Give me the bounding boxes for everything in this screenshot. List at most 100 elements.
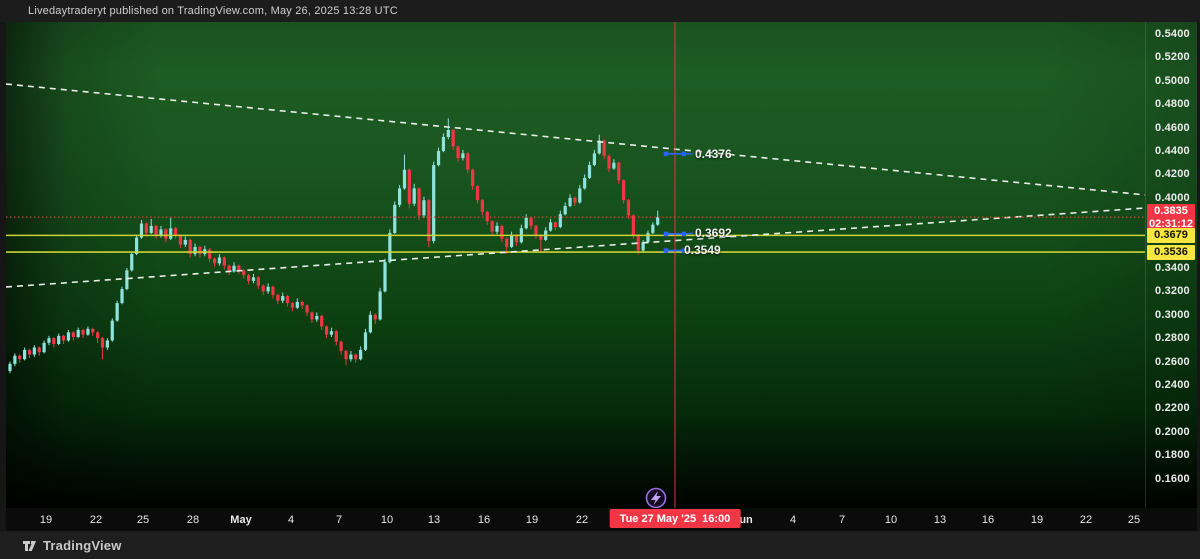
candle-body — [183, 239, 187, 245]
candle-body — [285, 296, 290, 304]
x-axis-tick: May — [230, 513, 252, 526]
left-edge-strip — [0, 22, 6, 531]
x-axis-tick: 19 — [525, 513, 539, 526]
price-axis[interactable]: 0.5400 0.5200 0.5000 0.4800 0.4600 0.4400 0.42… — [1145, 22, 1198, 508]
time-axis[interactable]: 19 22 25 28 May 4 7 10 13 16 19 22 Jun 4 7 10 13 16 19 22 25… — [6, 508, 1197, 531]
candle-body — [471, 169, 475, 187]
drawing-handle[interactable] — [663, 248, 669, 253]
x-axis-tick: 16 — [981, 513, 995, 526]
y-axis-tick: 0.4800 — [1155, 98, 1190, 111]
y-axis-tick: 0.1600 — [1155, 472, 1190, 485]
candle-body — [139, 223, 144, 238]
candle-body — [251, 277, 256, 281]
candle-body — [193, 246, 197, 254]
y-axis-tick: 0.1800 — [1155, 449, 1190, 462]
candle-body — [524, 217, 528, 229]
candle-body — [188, 239, 192, 254]
candle-body — [363, 332, 368, 350]
drawing-handle[interactable] — [663, 151, 669, 157]
candle-body — [154, 225, 158, 236]
candle-body — [18, 355, 22, 360]
candle-body — [597, 140, 601, 154]
candle-body — [626, 200, 631, 216]
candle-body — [290, 303, 295, 308]
candle-body — [86, 328, 90, 335]
candle-body — [57, 335, 61, 345]
candle-body — [222, 257, 226, 266]
candle-body — [641, 242, 645, 251]
candle-body — [568, 197, 572, 207]
idea-event-icon[interactable] — [645, 487, 667, 508]
candle-body — [81, 329, 85, 335]
candle-body — [173, 228, 178, 236]
candle-body — [247, 275, 251, 281]
candle-body — [402, 169, 407, 189]
candle-body — [534, 225, 538, 236]
tradingview-logo-icon — [23, 540, 36, 551]
candle-body — [505, 238, 509, 247]
price-level-label-0.4376[interactable]: 0.4376 — [695, 146, 732, 161]
candle-body — [105, 340, 109, 348]
candle-body — [61, 335, 66, 341]
tradingview-attribution[interactable]: TradingView — [22, 538, 122, 553]
candle-body — [461, 153, 465, 159]
candle-body — [281, 296, 285, 301]
candle-body — [466, 153, 470, 170]
candle-body — [242, 270, 246, 276]
drawing-handle[interactable] — [681, 248, 687, 253]
candle-body — [354, 354, 358, 360]
candle-body — [110, 320, 114, 341]
y-axis-tick: 0.4000 — [1155, 191, 1190, 204]
candle-body — [583, 177, 587, 189]
candle-body — [412, 188, 416, 204]
candles-layer — [8, 118, 660, 374]
candle-body — [27, 349, 32, 355]
candle-body — [651, 224, 655, 233]
candle-body — [563, 206, 567, 215]
candle-body — [441, 137, 446, 152]
candle-body — [8, 363, 12, 371]
candle-body — [169, 228, 173, 239]
candle-body — [115, 303, 119, 321]
candle-body — [617, 162, 621, 181]
x-axis-tick: 10 — [884, 513, 898, 526]
candle-body — [91, 328, 95, 333]
y-axis-tick: 0.4400 — [1155, 145, 1190, 158]
candle-body — [612, 162, 616, 169]
price-level-label-0.3549[interactable]: 0.3549 — [684, 243, 721, 258]
candle-body — [96, 332, 100, 339]
last-price-value: 0.3835 — [1154, 205, 1188, 218]
candle-body — [475, 186, 480, 201]
x-axis-tick: 22 — [575, 513, 589, 526]
candle-body — [266, 286, 270, 292]
footer-bar: TradingView — [0, 531, 1200, 559]
y-axis-tick: 0.2600 — [1155, 355, 1190, 368]
chart-canvas[interactable] — [6, 22, 1145, 508]
y-axis-tick: 0.5200 — [1155, 51, 1190, 64]
price-level-label-0.3692[interactable]: 0.3692 — [695, 226, 732, 241]
candle-body — [548, 222, 553, 231]
y-axis-tick: 0.2800 — [1155, 332, 1190, 345]
chart-area: 0.5400 0.5200 0.5000 0.4800 0.4600 0.4400 0.42… — [6, 22, 1197, 508]
x-axis-tick: 19 — [1030, 513, 1044, 526]
ascending-support-trendline[interactable] — [6, 207, 1145, 288]
candle-body — [32, 347, 36, 355]
drawing-handle[interactable] — [663, 231, 669, 237]
level-price-badge: 0.3679 — [1147, 227, 1195, 243]
candle-body — [368, 314, 372, 333]
y-axis-tick: 0.4600 — [1155, 121, 1190, 134]
candle-body — [271, 286, 275, 295]
candle-body — [125, 270, 129, 290]
y-axis-tick: 0.2200 — [1155, 402, 1190, 415]
candle-body — [592, 153, 596, 166]
candle-body — [120, 289, 124, 304]
y-axis-tick: 0.2400 — [1155, 378, 1190, 391]
candle-body — [295, 301, 299, 308]
candle-body — [636, 235, 640, 251]
descending-resistance-trendline[interactable] — [6, 83, 1145, 196]
candle-body — [315, 315, 319, 320]
y-axis-tick: 0.3000 — [1155, 308, 1190, 321]
candle-body — [631, 215, 635, 236]
candle-body — [37, 347, 41, 353]
